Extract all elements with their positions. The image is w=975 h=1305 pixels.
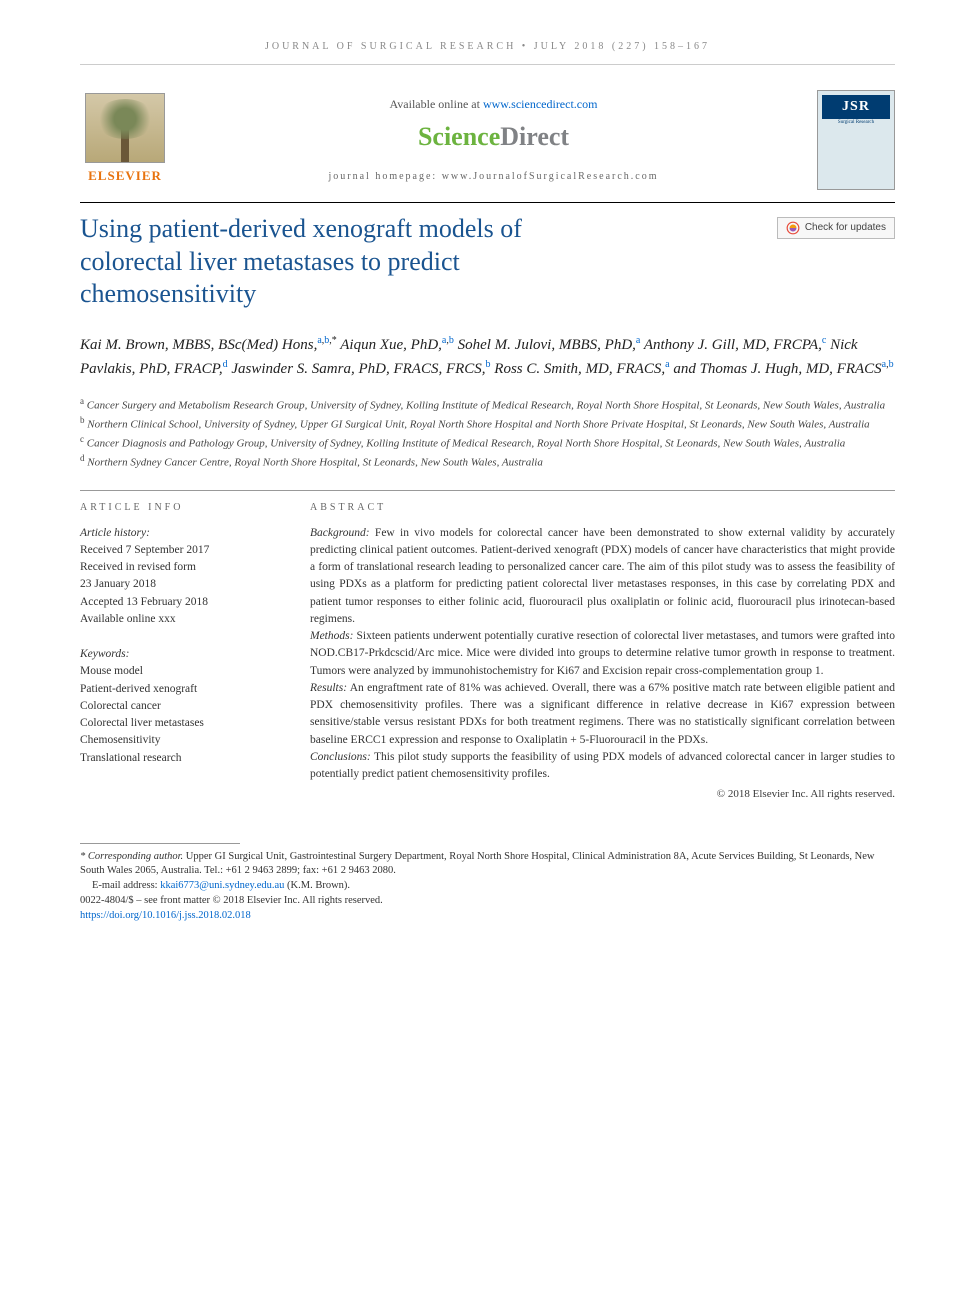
- keyword-item: Patient-derived xenograft: [80, 681, 280, 698]
- keywords-block: Keywords: Mouse modelPatient-derived xen…: [80, 646, 280, 767]
- email-name: (K.M. Brown).: [284, 880, 350, 891]
- keyword-item: Colorectal liver metastases: [80, 715, 280, 732]
- article-title: Using patient-derived xenograft models o…: [80, 213, 630, 311]
- keyword-item: Translational research: [80, 750, 280, 767]
- article-history: Article history: Received 7 September 20…: [80, 525, 280, 629]
- history-line: Accepted 13 February 2018: [80, 594, 280, 611]
- affiliation-item: b Northern Clinical School, University o…: [80, 414, 895, 433]
- check-updates-icon: [786, 221, 800, 235]
- footnote-rule: [80, 843, 240, 844]
- keyword-item: Mouse model: [80, 663, 280, 680]
- available-text: Available online at: [390, 97, 483, 111]
- running-head: JOURNAL OF SURGICAL RESEARCH • JULY 2018…: [80, 40, 895, 65]
- corr-label: * Corresponding author.: [80, 851, 183, 862]
- affiliation-item: c Cancer Diagnosis and Pathology Group, …: [80, 433, 895, 452]
- history-line: Received 7 September 2017: [80, 542, 280, 559]
- jsr-sub: Surgical Research: [822, 119, 890, 126]
- results-label: Results:: [310, 682, 347, 694]
- methods-label: Methods:: [310, 630, 353, 642]
- email-label: E-mail address:: [92, 880, 160, 891]
- check-updates-button[interactable]: Check for updates: [777, 217, 895, 239]
- elsevier-tree-icon: [85, 93, 165, 163]
- affiliation-item: d Northern Sydney Cancer Centre, Royal N…: [80, 452, 895, 471]
- affiliation-item: a Cancer Surgery and Metabolism Research…: [80, 395, 895, 414]
- available-online: Available online at www.sciencedirect.co…: [170, 96, 817, 113]
- history-line: 23 January 2018: [80, 576, 280, 593]
- sciencedirect-logo[interactable]: ScienceDirect: [170, 119, 817, 155]
- doi-link[interactable]: https://doi.org/10.1016/j.jss.2018.02.01…: [80, 910, 251, 921]
- elsevier-text: ELSEVIER: [88, 167, 162, 185]
- history-line: Received in revised form: [80, 559, 280, 576]
- authors-list: Kai M. Brown, MBBS, BSc(Med) Hons,a,b,* …: [80, 333, 895, 382]
- keywords-label: Keywords:: [80, 646, 280, 663]
- jsr-label: JSR: [822, 95, 890, 119]
- background-text: Few in vivo models for colorectal cancer…: [310, 527, 895, 625]
- journal-cover[interactable]: JSR Surgical Research: [817, 90, 895, 190]
- homepage-url[interactable]: www.JournalofSurgicalResearch.com: [442, 171, 659, 182]
- homepage-label: journal homepage:: [329, 171, 442, 182]
- sd-science: Science: [418, 122, 500, 151]
- corr-text: Upper GI Surgical Unit, Gastrointestinal…: [80, 851, 875, 877]
- check-updates-label: Check for updates: [805, 221, 886, 235]
- footnotes: * Corresponding author. Upper GI Surgica…: [80, 850, 895, 923]
- sciencedirect-url[interactable]: www.sciencedirect.com: [483, 97, 598, 111]
- section-rule: [80, 490, 895, 491]
- history-line: Available online xxx: [80, 611, 280, 628]
- issn-line: 0022-4804/$ – see front matter © 2018 El…: [80, 894, 895, 909]
- conclusions-text: This pilot study supports the feasibilit…: [310, 751, 895, 780]
- masthead: ELSEVIER Available online at www.science…: [80, 90, 895, 190]
- copyright: © 2018 Elsevier Inc. All rights reserved…: [310, 787, 895, 802]
- methods-text: Sixteen patients underwent potentially c…: [310, 630, 895, 677]
- abstract-text: Background: Few in vivo models for color…: [310, 525, 895, 784]
- email-link[interactable]: kkai6773@uni.sydney.edu.au: [160, 880, 284, 891]
- keyword-item: Chemosensitivity: [80, 732, 280, 749]
- history-label: Article history:: [80, 525, 280, 542]
- journal-homepage: journal homepage: www.JournalofSurgicalR…: [170, 170, 817, 184]
- conclusions-label: Conclusions:: [310, 751, 371, 763]
- affiliations-list: a Cancer Surgery and Metabolism Research…: [80, 395, 895, 472]
- results-text: An engraftment rate of 81% was achieved.…: [310, 682, 895, 746]
- keyword-item: Colorectal cancer: [80, 698, 280, 715]
- elsevier-logo[interactable]: ELSEVIER: [80, 93, 170, 188]
- masthead-rule: [80, 202, 895, 203]
- sd-direct: Direct: [500, 122, 569, 151]
- article-info-heading: ARTICLE INFO: [80, 501, 280, 515]
- abstract-heading: ABSTRACT: [310, 501, 895, 515]
- background-label: Background:: [310, 527, 370, 539]
